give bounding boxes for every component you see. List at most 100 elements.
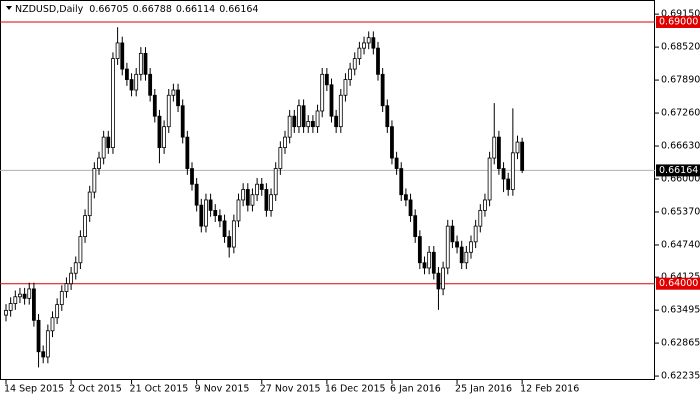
price-box <box>656 15 700 28</box>
candle-body <box>334 115 339 128</box>
plot-frame <box>0 0 655 380</box>
candle-body <box>250 194 255 206</box>
candle-body <box>352 58 357 70</box>
candle-body <box>259 183 264 190</box>
candle-body <box>97 157 101 169</box>
candle-body <box>83 215 87 237</box>
candle-body <box>41 351 46 358</box>
candle-body <box>371 37 376 49</box>
header-close: 0.66164 <box>219 4 258 15</box>
candle-body <box>255 183 260 196</box>
x-tick-label: 6 Jan 2016 <box>390 384 441 395</box>
candle-body <box>129 79 134 91</box>
y-tick-label: 0.62235 <box>661 371 700 382</box>
header: NZDUSD,Daily 0.66705 0.66788 0.66114 0.66164 <box>15 4 258 15</box>
y-tick-label: 0.65370 <box>661 206 700 217</box>
candle-body <box>134 73 139 91</box>
candle-body <box>87 191 92 217</box>
candle-body <box>264 189 269 211</box>
plot-area <box>0 21 655 368</box>
candle-body <box>329 84 334 117</box>
candle-body <box>208 199 213 211</box>
candle-body <box>185 136 190 169</box>
candle-body <box>520 141 525 171</box>
x-tick-label: 25 Jan 2016 <box>455 384 512 395</box>
y-tick-label: 0.63495 <box>661 305 700 316</box>
candle-body <box>292 115 297 128</box>
candle-body <box>194 183 199 206</box>
y-tick-label: 0.67260 <box>661 108 700 119</box>
candle-body <box>245 189 250 206</box>
y-tick-label: 0.68520 <box>661 42 700 53</box>
candle-body <box>464 251 469 264</box>
candle-body <box>506 178 511 190</box>
candle-body <box>441 267 446 290</box>
candle-body <box>422 262 427 269</box>
candle-body <box>376 47 380 75</box>
x-tick-label: 16 Dec 2015 <box>325 384 386 395</box>
candle-body <box>45 330 50 358</box>
candle-body <box>78 236 83 264</box>
price-box-label: 0.69000 <box>659 16 698 27</box>
candle-body <box>213 210 218 217</box>
candle-body <box>320 73 325 112</box>
candle-body <box>417 236 422 264</box>
candle-body <box>315 110 320 128</box>
candle-body <box>180 105 185 138</box>
candle-body <box>450 225 455 243</box>
candle-body <box>204 199 208 227</box>
candle-body <box>413 215 418 237</box>
candle-body <box>496 136 501 169</box>
candle-body <box>199 204 204 227</box>
candle-body <box>287 115 292 138</box>
candle-body <box>348 68 353 80</box>
candle-body <box>338 94 343 128</box>
candle-body <box>101 136 106 159</box>
candle-body <box>362 42 366 49</box>
candle-body <box>455 241 459 248</box>
x-tick-label: 14 Sep 2015 <box>4 384 64 395</box>
candle-body <box>152 94 157 117</box>
candle-body <box>231 220 236 248</box>
candle-body <box>22 293 27 299</box>
y-tick-label: 0.66000 <box>661 174 700 185</box>
candle-body <box>59 291 64 306</box>
candle-body <box>324 73 329 86</box>
candle-body <box>478 210 483 227</box>
candle-body <box>310 121 315 128</box>
candle-body <box>69 272 73 285</box>
y-tick-label: 0.69150 <box>661 9 700 20</box>
candle-body <box>269 194 273 211</box>
symbol: NZDUSD,Daily <box>15 4 84 15</box>
y-tick-label: 0.67890 <box>661 75 700 86</box>
candle-body <box>380 73 385 107</box>
candle-body <box>106 136 111 149</box>
candle-body <box>227 236 232 248</box>
candle-body <box>64 283 69 292</box>
candle-body <box>13 296 18 304</box>
header-open: 0.66705 <box>89 4 128 15</box>
candle-body <box>138 52 143 75</box>
candle-body <box>403 194 408 201</box>
candle-body <box>125 68 129 80</box>
y-tick-label: 0.62865 <box>661 338 700 349</box>
candle-body <box>176 89 180 107</box>
price-box <box>656 164 700 177</box>
candle-body <box>148 73 153 96</box>
x-tick-label: 12 Feb 2016 <box>520 384 579 395</box>
candle-body <box>111 58 115 149</box>
candle-body <box>162 126 167 149</box>
candle-body <box>445 225 450 269</box>
x-tick-label: 27 Nov 2015 <box>260 384 321 395</box>
candle-body <box>306 121 311 128</box>
candle-body <box>283 136 287 149</box>
header-icon <box>6 6 12 10</box>
price-box-label: 0.64000 <box>659 278 698 289</box>
price-box-label: 0.66164 <box>659 165 698 176</box>
candle-body <box>483 199 487 211</box>
candle-body <box>473 225 478 243</box>
candle-body <box>427 251 432 269</box>
candle-body <box>501 168 506 180</box>
candle-body <box>241 189 246 201</box>
